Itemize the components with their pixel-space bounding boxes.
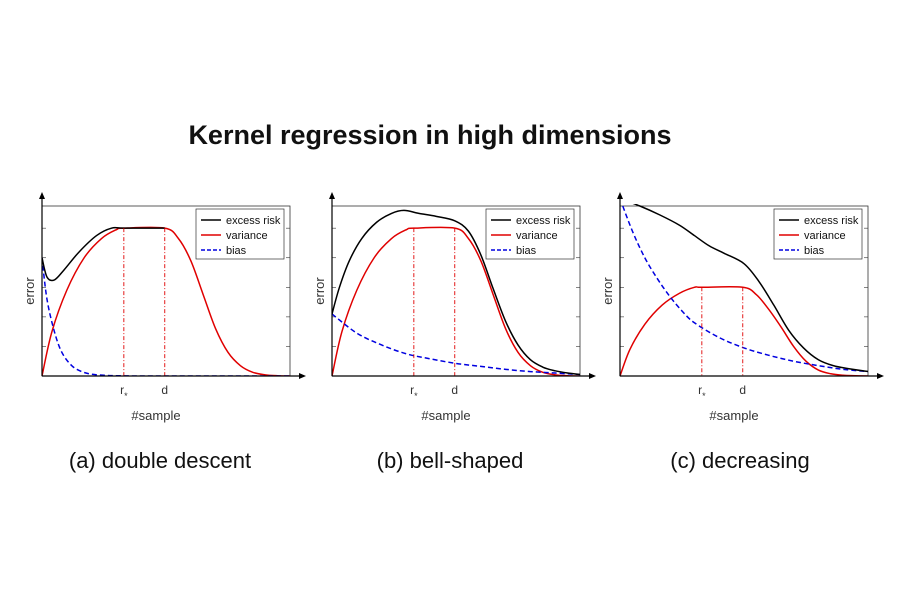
legend-label-bias: bias [226, 245, 247, 257]
panel-decreasing: r* d #sample error excess risk variance bias [600, 188, 884, 428]
y-axis-label: error [600, 277, 615, 305]
caption-decreasing: (c) decreasing [670, 448, 810, 473]
series-bias [42, 257, 290, 376]
caption-bell-shaped: (b) bell-shaped [376, 448, 524, 473]
x-tick-label: r* [120, 383, 128, 401]
x-tick-label: r* [410, 383, 418, 401]
x-tick-label: d [451, 383, 458, 397]
x-axis-arrow [877, 373, 884, 379]
legend-label-variance: variance [804, 230, 846, 242]
series-excess-risk [632, 204, 868, 373]
legend-label-variance: variance [516, 230, 558, 242]
x-tick-label: d [739, 383, 746, 397]
legend-label-bias: bias [516, 245, 537, 257]
series-variance [620, 286, 868, 376]
x-tick-label: r* [698, 383, 706, 401]
panel-bell-shaped: r* d #sample error excess risk variance bias [312, 188, 596, 428]
series-excess-risk [42, 226, 165, 282]
series-variance [42, 226, 290, 376]
legend-box [485, 208, 575, 260]
series-excess-risk [332, 209, 580, 376]
series-bias [621, 204, 868, 373]
panel-double-descent: r* d #sample error excess risk variance bias [22, 188, 306, 428]
x-axis-label: #sample [709, 408, 758, 423]
series-bias [332, 313, 580, 376]
chart-bell-shaped: r* d #sample error excess risk variance bias [312, 192, 596, 423]
chart-double-descent: r* d #sample error excess risk variance bias [22, 192, 306, 423]
legend-label-excess-risk: excess risk [516, 215, 571, 227]
legend-label-excess-risk: excess risk [804, 215, 859, 227]
y-axis-arrow [617, 192, 623, 199]
y-axis-label: error [312, 277, 327, 305]
x-axis-arrow [299, 373, 306, 379]
legend-label-variance: variance [226, 230, 268, 242]
legend-label-bias: bias [804, 245, 825, 257]
y-axis-arrow [329, 192, 335, 199]
legend-label-excess-risk: excess risk [226, 215, 281, 227]
x-tick-label: d [161, 383, 168, 397]
x-axis-label: #sample [421, 408, 470, 423]
x-axis-label: #sample [131, 408, 180, 423]
chart-title: Kernel regression in high dimensions [188, 120, 672, 150]
caption-double-descent: (a) double descent [68, 448, 252, 473]
x-axis-arrow [589, 373, 596, 379]
y-axis-label: error [22, 277, 37, 305]
y-axis-arrow [39, 192, 45, 199]
chart-decreasing: r* d #sample error excess risk variance bias [600, 192, 884, 423]
